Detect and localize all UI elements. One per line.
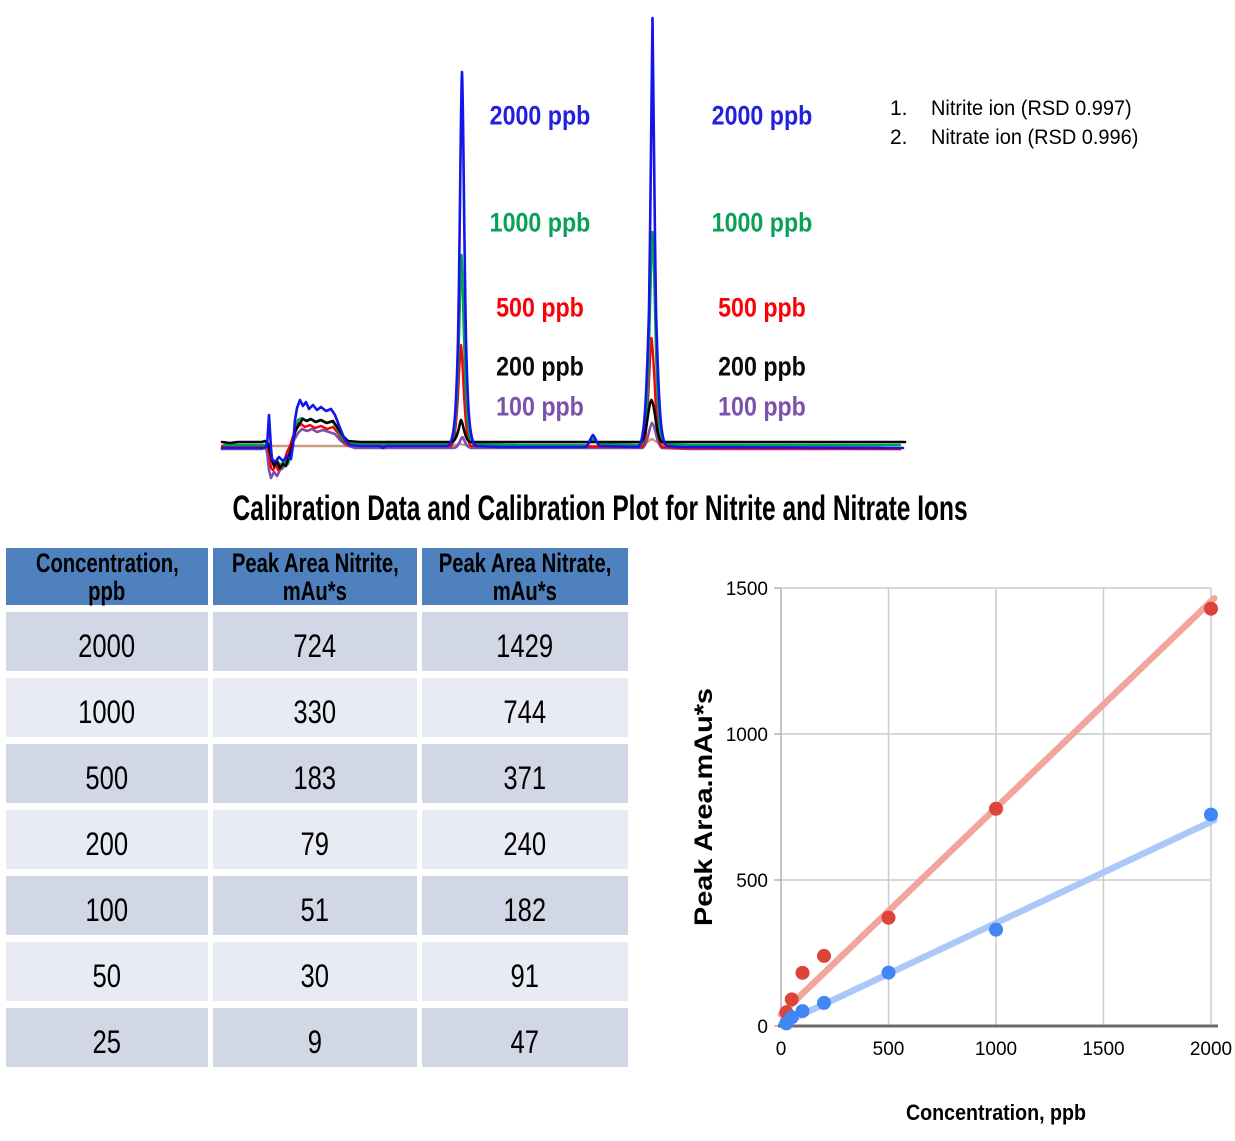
peak-legend: 1. Nitrite ion (RSD 0.997) 2. Nitrate io… <box>890 94 1149 152</box>
y-tick-label: 1500 <box>726 579 768 600</box>
dot-nitrite-2000 <box>1204 807 1218 822</box>
legend-number: 1. <box>890 97 908 120</box>
concentration-label: 100 ppb <box>718 391 806 422</box>
table-cell: 183 <box>213 744 417 803</box>
table-cell: 100 <box>6 876 208 935</box>
concentration-label: 1000 ppb <box>711 207 813 238</box>
x-tick-label: 1000 <box>975 1039 1017 1060</box>
table-cell: 240 <box>422 810 628 869</box>
table-cell: 744 <box>422 678 628 737</box>
concentration-label: 2000 ppb <box>489 100 591 131</box>
concentration-label: 200 ppb <box>496 351 584 382</box>
calibration-table: Concentration, ppb Peak Area Nitrite, mAu*s… <box>6 548 628 1067</box>
y-tick-label: 0 <box>757 1017 768 1038</box>
legend-number: 2. <box>890 126 908 149</box>
calibration-plot: 0 500 1000 1500 0 500 1000 1500 2000 Concentratio… <box>650 555 1235 1141</box>
table-cell: 2000 <box>6 612 208 671</box>
x-tick-label: 2000 <box>1190 1039 1232 1060</box>
y-tick-label: 1000 <box>726 725 768 746</box>
table-cell: 182 <box>422 876 628 935</box>
concentration-label: 1000 ppb <box>489 207 591 238</box>
y-axis-title: Peak Area.mAu*s <box>690 688 718 926</box>
trace-100ppb <box>220 421 902 480</box>
legend-item-nitrite: 1. Nitrite ion (RSD 0.997) <box>890 94 1149 123</box>
dot-nitrite-50 <box>784 1010 799 1025</box>
concentration-label: 200 ppb <box>718 351 806 382</box>
table-cell: 9 <box>213 1008 417 1067</box>
legend-item-nitrate: 2. Nitrate ion (RSD 0.996) <box>890 123 1149 152</box>
trendline-nitrite <box>777 816 1218 1028</box>
table-cell: 79 <box>213 810 417 869</box>
table-cell: 371 <box>422 744 628 803</box>
table-cell: 1429 <box>422 612 628 671</box>
x-tick-label: 0 <box>776 1039 787 1060</box>
dot-nitrate-100 <box>795 965 810 980</box>
trace-500ppb <box>220 336 902 472</box>
y-tick-label: 500 <box>736 871 768 892</box>
x-tick-label: 500 <box>873 1039 905 1060</box>
table-cell: 25 <box>6 1008 208 1067</box>
table-cell: 91 <box>422 942 628 1001</box>
table-cell: 47 <box>422 1008 628 1067</box>
table-header-cell: Peak Area Nitrite, mAu*s <box>213 548 417 605</box>
table-cell: 1000 <box>6 678 208 737</box>
dot-nitrate-500 <box>881 910 896 925</box>
dot-nitrite-1000 <box>989 922 1003 937</box>
concentration-label: 500 ppb <box>496 292 584 323</box>
dot-nitrate-2000 <box>1204 601 1218 616</box>
table-cell: 724 <box>213 612 417 671</box>
dot-nitrate-1000 <box>989 801 1003 816</box>
concentration-label: 100 ppb <box>496 391 584 422</box>
trace-2000ppb <box>220 16 905 464</box>
table-cell: 330 <box>213 678 417 737</box>
table-cell: 200 <box>6 810 208 869</box>
trace-200ppb <box>220 398 907 470</box>
x-tick-label: 1500 <box>1082 1039 1124 1060</box>
table-cell: 30 <box>213 942 417 1001</box>
concentration-label: 500 ppb <box>718 292 806 323</box>
table-header-cell: Peak Area Nitrate, mAu*s <box>422 548 628 605</box>
section-title: Calibration Data and Calibration Plot fo… <box>232 489 968 528</box>
legend-label: Nitrite ion (RSD 0.997) <box>931 97 1132 120</box>
table-header-cell: Concentration, ppb <box>6 548 208 605</box>
concentration-label: 2000 ppb <box>711 100 813 131</box>
dot-nitrate-200 <box>817 948 831 963</box>
x-axis-title: Concentration, ppb <box>906 1100 1086 1125</box>
table-cell: 51 <box>213 876 417 935</box>
section-title-wrap: Calibration Data and Calibration Plot fo… <box>0 489 1200 529</box>
legend-label: Nitrate ion (RSD 0.996) <box>931 126 1139 149</box>
dot-nitrate-50 <box>784 992 799 1007</box>
table-cell: 50 <box>6 942 208 1001</box>
dot-nitrite-100 <box>795 1004 810 1019</box>
dot-nitrite-500 <box>881 965 896 980</box>
chromatogram-plot <box>220 16 907 480</box>
table-cell: 500 <box>6 744 208 803</box>
dot-nitrite-200 <box>817 995 831 1010</box>
calibration-plot-svg: 0 500 1000 1500 0 500 1000 1500 2000 Concentratio… <box>690 579 1232 1125</box>
